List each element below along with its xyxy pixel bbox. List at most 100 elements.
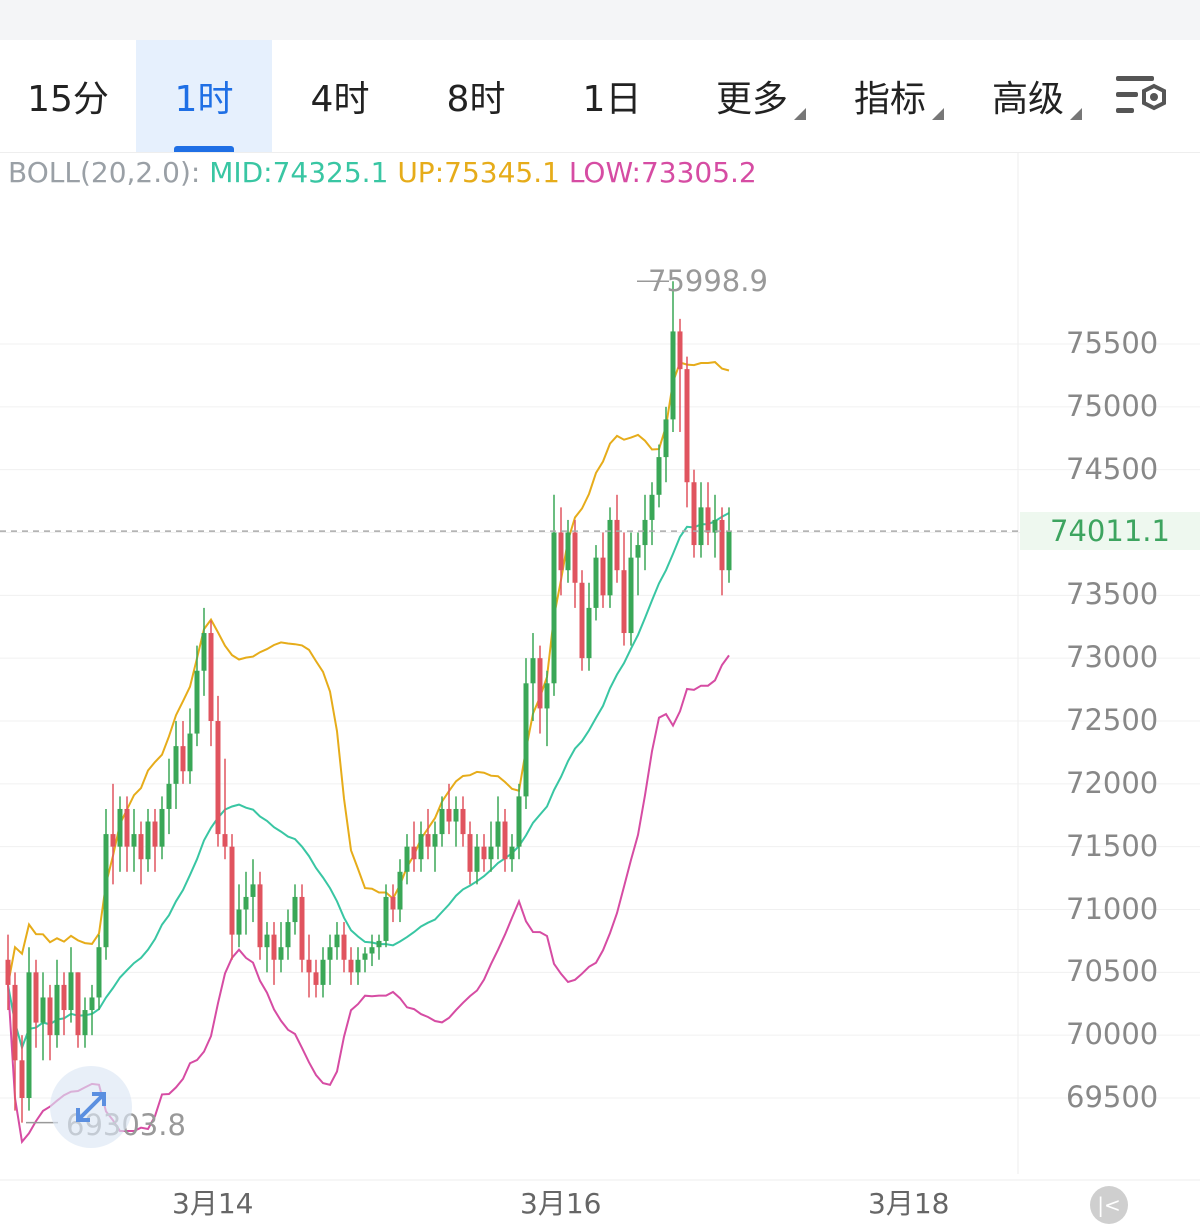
candle-body <box>390 896 396 910</box>
candle-body <box>131 834 137 847</box>
candle-body <box>558 532 564 571</box>
tab-label: 1时 <box>174 79 234 120</box>
price-axis-tick: 72000 <box>1066 765 1159 800</box>
visible-high-label: 75998.9 <box>648 264 768 298</box>
candle-body <box>222 834 228 847</box>
candle-body <box>152 821 158 847</box>
price-axis-tick: 73500 <box>1066 577 1159 612</box>
candle-body <box>47 997 53 1036</box>
expand-arrows-icon <box>76 1092 106 1122</box>
tab-label: 更多 <box>715 79 788 120</box>
chart-annotations <box>0 280 1018 1124</box>
candle-body <box>187 733 193 772</box>
candle-body <box>285 922 291 948</box>
candle-body <box>712 519 718 533</box>
boll-label: BOLL(20,2.0): <box>8 156 201 189</box>
candle-body <box>628 557 634 634</box>
candle-body <box>523 683 529 797</box>
candle-body <box>103 834 109 948</box>
tab-indicators[interactable]: 指标 <box>838 40 944 152</box>
candle-body <box>26 972 32 1098</box>
candle-body <box>439 808 445 835</box>
candle-body <box>341 934 347 960</box>
candle-body <box>460 808 466 835</box>
candle-body <box>61 984 67 1011</box>
candle-body <box>33 972 39 1023</box>
candle-body <box>201 633 207 671</box>
candles <box>5 281 732 1123</box>
price-axis-tick: 70000 <box>1066 1017 1159 1052</box>
dropdown-caret-icon <box>1070 108 1082 120</box>
candle-body <box>320 959 326 985</box>
candle-body <box>96 947 102 998</box>
back-to-latest-button[interactable]: |< <box>1090 1186 1128 1224</box>
candle-body <box>544 683 550 709</box>
boll-middle-line <box>7 512 730 1051</box>
boll-low-value: LOW:73305.2 <box>568 156 757 189</box>
candle-body <box>719 519 725 571</box>
candle-body <box>208 633 214 721</box>
candle-body <box>446 808 452 822</box>
candle-body <box>656 457 662 495</box>
boll-up-value: UP:75345.1 <box>397 156 560 189</box>
price-axis-tick: 74500 <box>1066 451 1159 486</box>
candle-body <box>698 507 704 546</box>
boll-indicator-legend: BOLL(20,2.0): MID:74325.1 UP:75345.1 LOW… <box>8 156 757 189</box>
expand-chart-button[interactable] <box>50 1066 132 1148</box>
price-axis-tick: 71000 <box>1066 891 1159 926</box>
candle-body <box>250 884 256 897</box>
candle-body <box>607 519 613 596</box>
candle-body <box>278 947 284 960</box>
tab-8hour[interactable]: 8时 <box>408 40 544 152</box>
tab-4hour[interactable]: 4时 <box>272 40 408 152</box>
candle-body <box>579 582 585 659</box>
current-price-value: 74011.1 <box>1050 514 1170 548</box>
tab-label: 8时 <box>446 79 506 120</box>
candle-body <box>467 834 473 872</box>
candle-body <box>40 997 46 1023</box>
x-axis-label: 3月14 <box>172 1187 254 1220</box>
candlestick-chart[interactable] <box>0 152 1200 1228</box>
candle-body <box>194 670 200 734</box>
candle-body <box>537 658 543 709</box>
tab-advanced[interactable]: 高级 <box>976 40 1082 152</box>
candle-body <box>621 570 627 634</box>
candle-body <box>572 532 578 583</box>
candle-body <box>411 846 417 860</box>
price-axis-tick: 69500 <box>1066 1080 1159 1114</box>
candle-body <box>691 482 697 546</box>
candle-body <box>642 519 648 546</box>
bollinger-bands <box>7 361 730 1145</box>
tab-15min[interactable]: 15分 <box>0 40 136 152</box>
price-axis-tick: 75500 <box>1066 326 1159 360</box>
chart-gridlines <box>0 152 1200 1181</box>
status-strip <box>0 0 1200 40</box>
candle-body <box>593 557 599 608</box>
candle-body <box>12 984 18 1061</box>
dropdown-caret-icon <box>794 108 806 120</box>
candle-body <box>495 821 501 847</box>
candle-body <box>649 494 655 520</box>
candle-body <box>376 940 382 948</box>
chart-settings-button[interactable] <box>1112 70 1174 124</box>
boll-upper-line <box>7 361 730 986</box>
candle-body <box>474 846 480 872</box>
candle-body <box>586 607 592 659</box>
candle-body <box>327 947 333 960</box>
candle-body <box>481 846 487 860</box>
candle-body <box>453 808 459 822</box>
candle-body <box>418 834 424 860</box>
candle-body <box>173 746 179 784</box>
candle-body <box>509 846 515 860</box>
candle-body <box>355 959 361 973</box>
tab-1hour[interactable]: 1时 <box>136 40 272 152</box>
candle-body <box>124 808 130 847</box>
candle-body <box>488 846 494 860</box>
boll-mid-value: MID:74325.1 <box>209 156 389 189</box>
candle-body <box>670 331 676 420</box>
candle-body <box>635 545 641 558</box>
candle-body <box>705 507 711 533</box>
tab-more[interactable]: 更多 <box>700 40 806 152</box>
tab-label: 指标 <box>853 79 926 120</box>
tab-1day[interactable]: 1日 <box>544 40 680 152</box>
